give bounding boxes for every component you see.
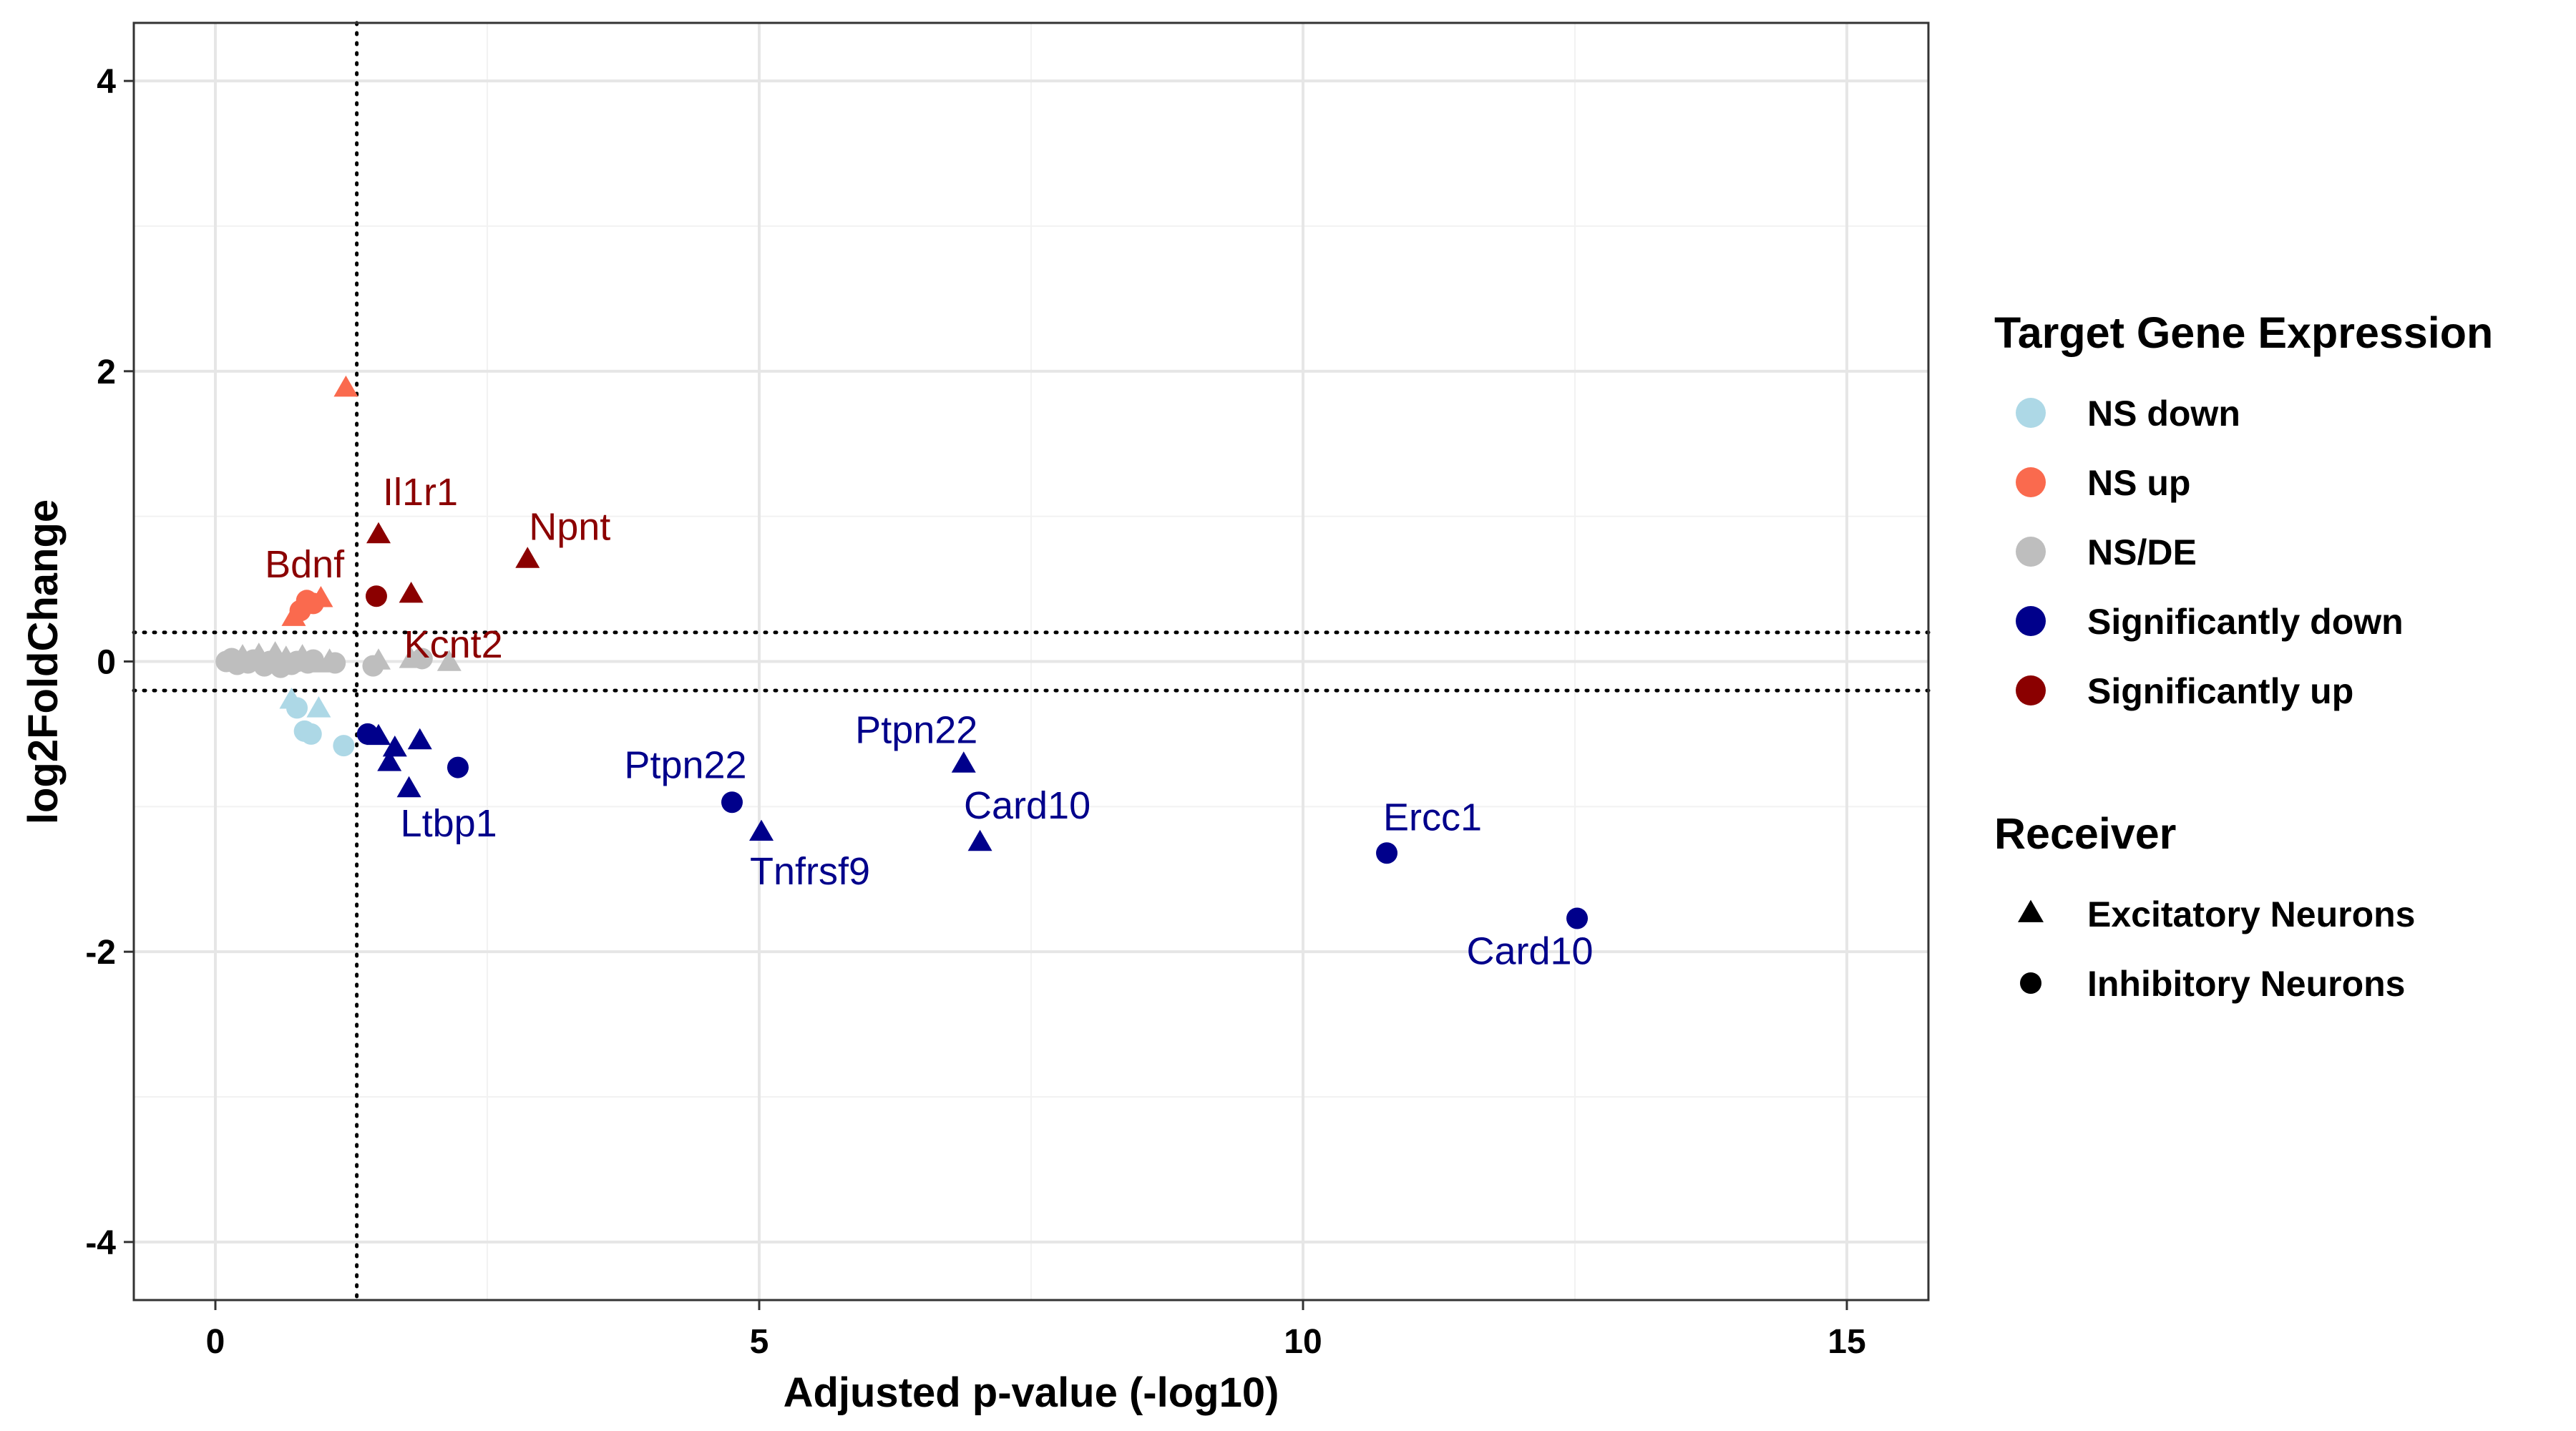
- legend-label-sig_down: Significantly down: [2087, 602, 2404, 642]
- point-label-52: Card10: [964, 784, 1091, 827]
- major-gridlines: [134, 23, 1928, 1300]
- y-axis-title: log2FoldChange: [20, 499, 67, 824]
- legend-label-inhibitory: Inhibitory Neurons: [2087, 964, 2405, 1004]
- legend-label-excitatory: Excitatory Neurons: [2087, 894, 2415, 934]
- point-46: [396, 776, 421, 798]
- point-label-41: Bdnf: [265, 543, 345, 586]
- legend-label-sig_up: Significantly up: [2087, 671, 2353, 711]
- shape-legend-entries: Excitatory Neurons Inhibitory Neurons: [2018, 894, 2415, 1004]
- point-50: [749, 819, 774, 841]
- point-48: [447, 756, 469, 778]
- point-53: [1376, 842, 1398, 864]
- reference-lines: [132, 21, 1931, 1302]
- y-tick-label-2: 0: [97, 644, 116, 682]
- x-tick-label-2: 10: [1284, 1323, 1322, 1361]
- legend: Target Gene Expression NS down NS up NS/DE…: [1994, 308, 2493, 1004]
- legend-swatch-ns_down: [2016, 398, 2046, 428]
- x-tick-label-1: 5: [750, 1323, 769, 1361]
- point-37: [366, 522, 391, 544]
- y-tick-label-0: -4: [85, 1224, 116, 1262]
- legend-label-ns_de: NS/DE: [2087, 532, 2197, 572]
- legend-swatch-excitatory: [2018, 899, 2044, 922]
- point-49: [721, 791, 743, 814]
- x-tick-label-0: 0: [206, 1323, 225, 1361]
- point-23: [411, 648, 433, 670]
- point-label-50: Tnfrsf9: [750, 850, 870, 893]
- point-39: [399, 581, 424, 603]
- point-52: [967, 829, 992, 851]
- legend-label-ns_down: NS down: [2087, 394, 2240, 434]
- data-points: [215, 375, 1589, 929]
- point-34: [300, 723, 322, 745]
- point-36: [333, 735, 355, 757]
- point-29: [308, 586, 333, 607]
- point-label-46: Ltbp1: [401, 802, 497, 845]
- point-54: [1566, 907, 1589, 929]
- point-43: [366, 723, 391, 746]
- point-35: [306, 696, 331, 718]
- x-tick-label-3: 15: [1828, 1323, 1865, 1361]
- point-label-39: Kcnt2: [404, 623, 503, 666]
- point-label-37: Il1r1: [383, 471, 458, 514]
- color-legend-title: Target Gene Expression: [1994, 308, 2493, 357]
- legend-label-ns_up: NS up: [2087, 463, 2190, 503]
- x-axis: 0 5 10 15: [206, 1300, 1866, 1361]
- point-label-51: Ptpn22: [855, 709, 977, 752]
- point-24: [436, 650, 462, 671]
- point-label-53: Ercc1: [1383, 796, 1482, 839]
- y-tick-label-1: -2: [85, 934, 116, 972]
- point-32: [286, 697, 308, 719]
- point-30: [333, 375, 358, 397]
- point-label-49: Ptpn22: [624, 743, 746, 786]
- point-labels: Il1r1 Kcnt2 Npnt Bdnf Ltbp1 Ptpn22 Tnfrsf9 Ptpn…: [265, 471, 1594, 973]
- legend-swatch-inhibitory: [2020, 972, 2041, 994]
- point-label-40: Npnt: [529, 506, 610, 549]
- y-tick-label-3: 2: [97, 353, 116, 391]
- color-legend-entries: NS down NS up NS/DE Significantly down Signi…: [2016, 394, 2404, 711]
- shape-legend-title: Receiver: [1994, 809, 2176, 858]
- legend-swatch-ns_de: [2016, 537, 2046, 567]
- y-axis: -4 -2 0 2 4: [85, 63, 134, 1262]
- point-51: [951, 751, 976, 773]
- legend-swatch-ns_up: [2016, 467, 2046, 497]
- x-axis-title: Adjusted p-value (-log10): [784, 1369, 1279, 1416]
- point-44: [377, 750, 402, 771]
- point-47: [407, 728, 432, 750]
- point-label-54: Card10: [1466, 930, 1593, 973]
- point-38: [365, 585, 387, 607]
- point-21: [366, 648, 391, 670]
- point-45: [382, 735, 407, 757]
- point-19: [324, 652, 346, 674]
- point-40: [515, 547, 540, 568]
- y-tick-label-4: 4: [97, 63, 116, 101]
- legend-swatch-sig_down: [2016, 606, 2046, 636]
- legend-swatch-sig_up: [2016, 675, 2046, 705]
